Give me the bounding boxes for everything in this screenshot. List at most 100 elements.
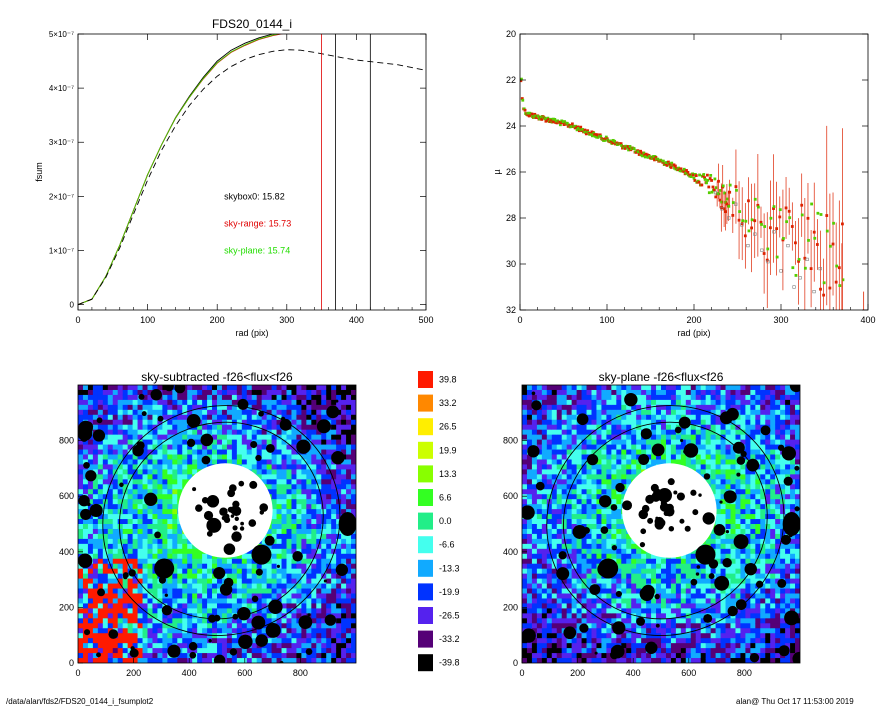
- map-pixel: [541, 538, 548, 545]
- map-pixel: [546, 444, 553, 450]
- map-pixel: [566, 538, 573, 545]
- map-pixel: [566, 444, 573, 450]
- map-pixel: [122, 479, 129, 485]
- map-pixel: [122, 429, 129, 436]
- map-pixel: [351, 509, 356, 515]
- map-pixel: [92, 444, 99, 450]
- map-pixel: [271, 424, 277, 431]
- map-pixel: [127, 504, 134, 510]
- map-pixel: [541, 479, 548, 485]
- map-pixel: [321, 638, 327, 644]
- map-pixel: [187, 409, 193, 416]
- map-pixel: [351, 389, 356, 396]
- map-pixel: [346, 469, 352, 475]
- map-pixel: [526, 409, 533, 416]
- map-pixel: [157, 494, 163, 500]
- map-pixel: [102, 484, 109, 490]
- map-pixel: [177, 653, 183, 659]
- map-pixel: [286, 598, 292, 604]
- map-pixel: [321, 543, 327, 550]
- map-pixel: [276, 424, 282, 431]
- map-pixel: [167, 593, 173, 599]
- map-pixel: [97, 499, 104, 505]
- map-pixel: [117, 603, 124, 609]
- map-pixel: [97, 623, 104, 629]
- map-pixel: [281, 489, 287, 495]
- map-pixel: [266, 653, 273, 659]
- map-pixel: [127, 419, 134, 426]
- map-pixel: [271, 385, 277, 391]
- map-pixel: [266, 528, 273, 535]
- map-pixel: [137, 563, 143, 570]
- map-pixel: [117, 643, 124, 649]
- map-pixel: [221, 613, 228, 619]
- map-pixel: [97, 533, 104, 540]
- map-pixel: [291, 548, 297, 555]
- map-pixel: [611, 489, 617, 495]
- map-pixel: [92, 638, 99, 644]
- map-pixel: [271, 638, 277, 644]
- map-pixel: [286, 514, 292, 520]
- map-pixel: [217, 414, 223, 421]
- map-pixel: [551, 474, 558, 480]
- map-pixel: [341, 484, 347, 490]
- map-pixel: [276, 494, 282, 500]
- map-pixel: [246, 658, 253, 663]
- profile-point-sky-plane: [709, 173, 713, 177]
- map-pixel: [152, 419, 158, 426]
- map-pixel: [241, 409, 248, 416]
- map-pixel: [286, 489, 292, 495]
- masked-source: [230, 514, 235, 518]
- map-pixel: [177, 484, 183, 490]
- map-pixel: [212, 414, 218, 421]
- map-pixel: [341, 399, 347, 406]
- map-pixel: [172, 414, 178, 421]
- map-pixel: [611, 524, 617, 530]
- map-pixel: [531, 583, 538, 589]
- map-pixel: [92, 424, 99, 431]
- map-pixel: [152, 519, 158, 525]
- map-pixel: [596, 519, 602, 525]
- map-pixel: [341, 414, 347, 421]
- map-pixel: [571, 464, 578, 470]
- profile-point-sky-range: [750, 226, 753, 230]
- map-pixel: [556, 543, 563, 550]
- map-pixel: [102, 528, 109, 535]
- map-pixel: [326, 494, 332, 500]
- map-pixel: [316, 533, 322, 540]
- map-pixel: [561, 648, 568, 654]
- map-pixel: [97, 638, 104, 644]
- map-pixel: [202, 638, 208, 644]
- map-pixel: [97, 459, 104, 465]
- map-pixel: [281, 538, 287, 545]
- map-pixel: [341, 558, 347, 565]
- map-pixel: [266, 385, 273, 391]
- map-pixel: [78, 509, 84, 515]
- map-pixel: [182, 568, 188, 575]
- map-pixel: [117, 514, 124, 520]
- map-pixel: [172, 563, 178, 570]
- profile-point-sky-plane: [549, 117, 553, 121]
- map-pixel: [182, 538, 188, 545]
- map-pixel: [576, 519, 582, 525]
- map-pixel: [122, 638, 129, 644]
- map-pixel: [246, 548, 253, 555]
- colorbar-label: -13.3: [439, 563, 460, 573]
- map-pixel: [571, 593, 578, 599]
- sky-value-annotation: skybox0: 15.82: [224, 191, 285, 201]
- map-pixel: [531, 658, 538, 663]
- map-pixel: [286, 459, 292, 465]
- map-pixel: [311, 623, 317, 629]
- map-pixel: [316, 459, 322, 465]
- map-pixel: [331, 489, 337, 495]
- map-pixel: [236, 414, 243, 421]
- map-pixel: [147, 548, 153, 555]
- map-pixel: [147, 543, 153, 550]
- map-pixel: [127, 429, 134, 436]
- profile-point-sky-range: [743, 234, 747, 238]
- map-pixel: [182, 389, 188, 396]
- map-pixel: [182, 474, 188, 480]
- map-pixel: [556, 394, 563, 401]
- map-pixel: [586, 618, 592, 624]
- map-pixel: [306, 603, 312, 609]
